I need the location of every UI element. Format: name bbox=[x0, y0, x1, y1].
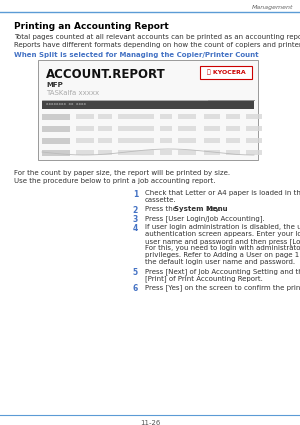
Text: privileges. Refer to Adding a User on page 11-5 for: privileges. Refer to Adding a User on pa… bbox=[145, 252, 300, 258]
Text: Use the procedure below to print a job accounting report.: Use the procedure below to print a job a… bbox=[14, 178, 215, 184]
Bar bbox=[204, 114, 220, 119]
Bar bbox=[246, 114, 262, 119]
Text: Management: Management bbox=[251, 5, 293, 10]
Text: key.: key. bbox=[205, 206, 220, 212]
Text: authentication screen appears. Enter your login: authentication screen appears. Enter you… bbox=[145, 231, 300, 237]
Text: Ⓚ KYOCERA: Ⓚ KYOCERA bbox=[207, 70, 245, 75]
Text: Total pages counted at all relevant accounts can be printed as an accounting rep: Total pages counted at all relevant acco… bbox=[14, 34, 300, 40]
Bar bbox=[118, 126, 154, 131]
Bar bbox=[226, 114, 240, 119]
Bar bbox=[42, 150, 70, 156]
Bar bbox=[246, 126, 262, 131]
Bar bbox=[76, 126, 94, 131]
Bar bbox=[98, 114, 112, 119]
Text: Check that Letter or A4 paper is loaded in the: Check that Letter or A4 paper is loaded … bbox=[145, 190, 300, 196]
Bar bbox=[42, 114, 70, 120]
Bar bbox=[38, 60, 258, 160]
Text: If user login administration is disabled, the user: If user login administration is disabled… bbox=[145, 224, 300, 230]
Bar bbox=[178, 114, 196, 119]
Bar bbox=[160, 138, 172, 143]
Bar bbox=[246, 150, 262, 155]
Text: Press [User Login/Job Accounting].: Press [User Login/Job Accounting]. bbox=[145, 215, 265, 222]
Text: Reports have different formats depending on how the count of copiers and printer: Reports have different formats depending… bbox=[14, 42, 300, 48]
Bar bbox=[118, 138, 154, 143]
Bar bbox=[42, 101, 254, 109]
Bar bbox=[226, 150, 240, 155]
Text: user name and password and then press [Login].: user name and password and then press [L… bbox=[145, 238, 300, 245]
Bar bbox=[246, 138, 262, 143]
Text: 1: 1 bbox=[133, 190, 138, 199]
Text: ACCOUNT.REPORT: ACCOUNT.REPORT bbox=[46, 68, 166, 81]
Text: TASKalfa xxxxx: TASKalfa xxxxx bbox=[46, 90, 99, 96]
Text: 5: 5 bbox=[133, 268, 138, 277]
Text: xxxxxxxx  xx  xxxx: xxxxxxxx xx xxxx bbox=[46, 102, 86, 106]
Bar bbox=[178, 126, 196, 131]
Bar bbox=[204, 138, 220, 143]
Text: the default login user name and password.: the default login user name and password… bbox=[145, 259, 295, 265]
FancyBboxPatch shape bbox=[200, 66, 252, 79]
Bar bbox=[160, 114, 172, 119]
Bar bbox=[76, 114, 94, 119]
Text: Press [Yes] on the screen to confirm the printing.: Press [Yes] on the screen to confirm the… bbox=[145, 284, 300, 291]
Bar bbox=[118, 150, 154, 155]
Text: 2: 2 bbox=[133, 206, 138, 215]
Text: 3: 3 bbox=[133, 215, 138, 224]
Text: When Split is selected for Managing the Copier/Printer Count: When Split is selected for Managing the … bbox=[14, 52, 259, 58]
Bar bbox=[204, 150, 220, 155]
Bar bbox=[42, 138, 70, 144]
Bar bbox=[98, 138, 112, 143]
Bar bbox=[98, 126, 112, 131]
Text: For the count by paper size, the report will be printed by size.: For the count by paper size, the report … bbox=[14, 170, 230, 176]
Bar bbox=[42, 126, 70, 132]
Text: For this, you need to login with administrator: For this, you need to login with adminis… bbox=[145, 245, 300, 251]
Bar bbox=[226, 138, 240, 143]
Text: Printing an Accounting Report: Printing an Accounting Report bbox=[14, 22, 169, 31]
Bar bbox=[178, 150, 196, 155]
Bar bbox=[160, 126, 172, 131]
Text: 6: 6 bbox=[133, 284, 138, 293]
Text: System Menu: System Menu bbox=[173, 206, 227, 212]
Text: MFP: MFP bbox=[46, 82, 63, 88]
Text: Press [Next] of Job Accounting Setting and then: Press [Next] of Job Accounting Setting a… bbox=[145, 268, 300, 275]
Text: Press the: Press the bbox=[145, 206, 179, 212]
Bar bbox=[204, 126, 220, 131]
Text: 11-26: 11-26 bbox=[140, 420, 160, 425]
Text: [Print] of Print Accounting Report.: [Print] of Print Accounting Report. bbox=[145, 275, 263, 282]
Bar bbox=[226, 126, 240, 131]
Bar bbox=[76, 138, 94, 143]
Text: cassette.: cassette. bbox=[145, 197, 177, 203]
Bar bbox=[98, 150, 112, 155]
Bar bbox=[160, 150, 172, 155]
Bar bbox=[76, 150, 94, 155]
Bar bbox=[118, 114, 154, 119]
Bar bbox=[178, 138, 196, 143]
Text: 4: 4 bbox=[133, 224, 138, 233]
